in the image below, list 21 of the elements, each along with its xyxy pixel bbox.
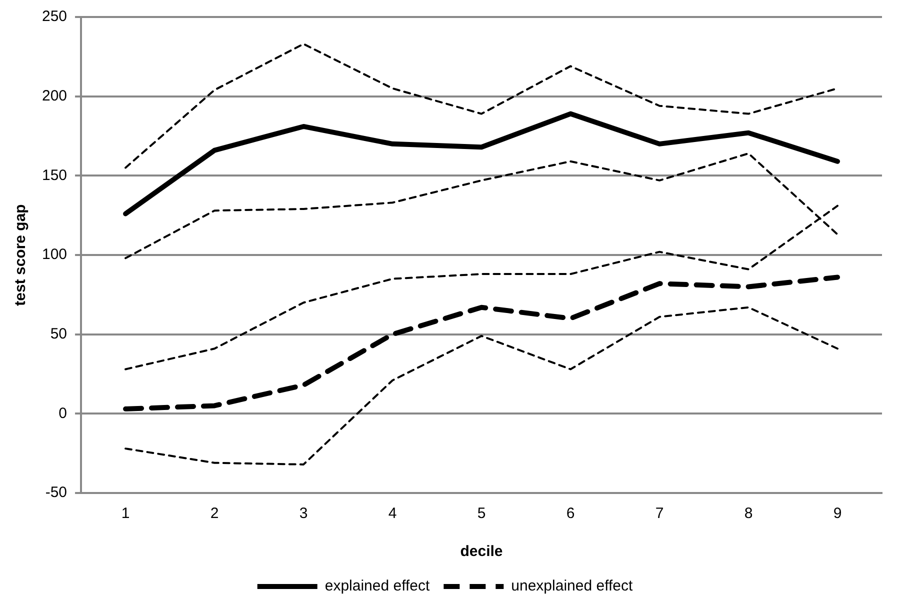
x-tick-label: 5 bbox=[477, 505, 486, 522]
legend-label: explained effect bbox=[324, 578, 430, 595]
y-tick-label: 0 bbox=[58, 404, 68, 422]
y-tick-label: 150 bbox=[42, 166, 68, 184]
x-tick-label: 2 bbox=[210, 505, 219, 522]
y-tick-label: 250 bbox=[42, 8, 68, 26]
y-tick-label: 100 bbox=[42, 246, 68, 264]
y-tick-label: 50 bbox=[50, 325, 68, 342]
x-tick-label: 8 bbox=[744, 505, 753, 522]
y-axis-title: test score gap bbox=[12, 204, 30, 306]
x-tick-label: 6 bbox=[566, 505, 575, 522]
x-axis-title: decile bbox=[460, 543, 503, 560]
legend-label: unexplained effect bbox=[511, 578, 634, 595]
y-tick-label: 200 bbox=[42, 87, 68, 104]
line-series bbox=[124, 306, 838, 466]
x-tick-label: 3 bbox=[299, 505, 308, 522]
x-tick-label: 4 bbox=[388, 505, 397, 522]
x-tick-label: 1 bbox=[121, 505, 130, 522]
y-tick-label: -50 bbox=[45, 484, 68, 502]
x-tick-label: 9 bbox=[833, 505, 842, 522]
x-tick-label: 7 bbox=[655, 505, 664, 522]
